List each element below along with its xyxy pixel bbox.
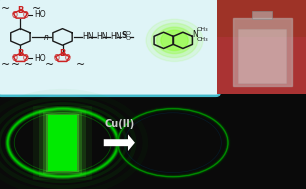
Text: ~: ~ (24, 60, 33, 70)
Text: CH₃: CH₃ (197, 37, 208, 42)
Text: N: N (192, 30, 197, 39)
Text: O: O (54, 54, 60, 63)
Circle shape (151, 23, 198, 58)
Text: HN: HN (96, 33, 108, 41)
Text: HO: HO (34, 54, 46, 63)
FancyBboxPatch shape (233, 18, 292, 86)
Bar (217, 0, 306, 94)
Text: O: O (12, 54, 18, 63)
FancyBboxPatch shape (0, 0, 219, 96)
Circle shape (161, 30, 188, 50)
Text: HO: HO (34, 10, 46, 19)
Text: ~: ~ (32, 4, 41, 14)
Text: S: S (122, 31, 127, 40)
Text: HN: HN (82, 33, 94, 41)
Text: ~: ~ (11, 60, 20, 70)
Bar (0, 94, 306, 189)
Bar (217, 0, 306, 37)
Bar (48, 115, 77, 171)
Text: CH₃: CH₃ (197, 27, 208, 32)
Text: ~: ~ (0, 4, 10, 14)
Text: ~: ~ (76, 60, 85, 70)
Text: ~: ~ (0, 60, 10, 70)
Text: ~: ~ (45, 60, 54, 70)
Bar (238, 29, 286, 83)
Text: B: B (59, 49, 66, 58)
Circle shape (157, 27, 192, 54)
Text: O: O (12, 11, 18, 19)
Text: HN: HN (110, 33, 121, 41)
Text: n: n (44, 33, 49, 42)
Circle shape (146, 19, 203, 61)
Text: O: O (23, 11, 28, 19)
Text: O: O (23, 54, 28, 63)
Bar (252, 11, 272, 19)
Bar (43, 112, 82, 174)
Bar (46, 114, 79, 172)
Text: O: O (65, 54, 71, 63)
Bar (33, 106, 92, 180)
Bar (39, 110, 86, 177)
Text: O: O (125, 31, 130, 36)
Text: O: O (125, 36, 130, 41)
Text: Cu(II): Cu(II) (104, 119, 134, 129)
Text: B: B (17, 6, 24, 15)
Text: B: B (17, 49, 24, 58)
